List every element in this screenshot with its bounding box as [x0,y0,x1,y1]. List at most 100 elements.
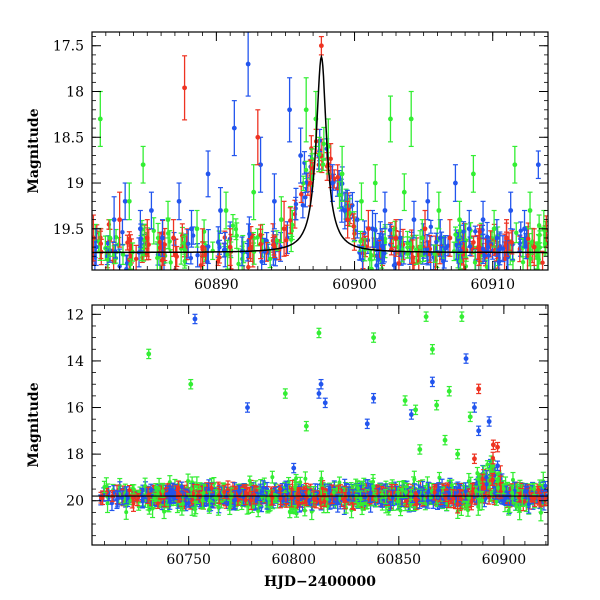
background-point [520,259,526,265]
background-point [299,192,304,197]
data-point [504,235,509,241]
background-point [458,258,463,264]
data-point [251,189,257,195]
background-point [484,234,490,239]
background-point [360,257,365,263]
data-point [411,217,417,223]
background-point [217,245,222,250]
data-point [422,226,428,232]
background-point [260,238,265,243]
background-point [434,239,439,245]
background-point [477,229,482,234]
background-point [124,266,129,270]
background-point [303,195,308,200]
background-point [413,247,419,253]
background-point [155,255,160,261]
data-point [345,217,351,223]
background-point [497,247,503,252]
data-point [149,208,154,213]
background-point [473,229,478,234]
background-point [236,261,241,267]
background-point [301,181,306,186]
top-y-tick-label: 17.5 [53,39,84,55]
background-point [540,260,545,265]
background-point [98,241,104,246]
data-point [393,235,399,241]
data-point [476,244,482,250]
top-axes: 60890 60900 60910 17.5 18 18.5 19 19.5 [53,31,549,293]
background-point [391,263,397,268]
data-point [365,226,371,232]
background-point [259,259,264,264]
background-point [514,230,519,235]
background-point [288,218,293,223]
data-point [307,180,313,186]
data-point [437,235,443,241]
background-point [293,201,299,207]
background-point [300,202,306,208]
background-point [387,227,393,233]
data-point [419,235,425,241]
data-point [227,244,233,250]
background-point [247,246,252,251]
background-point [230,223,236,228]
top-y-axis-label: Magnitude [26,108,42,193]
background-point [155,235,161,241]
data-point [111,217,117,223]
background-point [337,192,342,198]
data-point [447,235,453,241]
background-point [480,246,486,252]
background-point [337,480,342,485]
background-point [113,234,119,240]
background-point [443,246,448,251]
data-point [137,226,143,232]
data-point [382,208,388,213]
background-point [233,227,239,232]
data-point [531,244,537,250]
data-point [425,198,431,204]
background-point [120,229,125,235]
background-point [536,257,541,262]
data-point [140,162,146,168]
data-point [117,217,123,223]
background-point [537,232,542,238]
background-point [203,252,208,257]
background-point [510,477,515,482]
background-point [335,175,340,180]
background-point [151,228,156,234]
background-point [303,167,309,173]
background-point [471,240,476,245]
background-point [408,242,414,247]
data-point [287,107,292,113]
background-point [509,240,515,245]
background-point [410,255,415,260]
background-point [290,222,295,228]
data-point [372,180,378,186]
data-point [93,244,99,250]
data-point [160,235,165,241]
data-point [272,198,277,204]
background-point [396,261,402,266]
background-point [303,476,308,481]
background-point [162,242,167,247]
background-point [168,260,173,265]
top-y-tick-label: 19 [66,176,84,192]
background-point [321,141,327,147]
data-point [278,217,284,223]
top-plot-frame [91,31,549,271]
background-point [159,258,165,263]
background-point [225,252,230,257]
top-x-tick-label: 60910 [470,277,515,293]
background-point [120,252,126,257]
data-point [359,198,364,204]
top-x-tick-label: 60890 [194,277,239,293]
data-point [370,226,375,232]
data-point [205,171,211,177]
top-data-points [92,32,547,267]
data-point [436,208,442,213]
background-point [320,162,326,167]
background-point [358,239,363,244]
background-point [400,242,406,247]
background-point [368,252,374,258]
data-point [491,226,497,232]
